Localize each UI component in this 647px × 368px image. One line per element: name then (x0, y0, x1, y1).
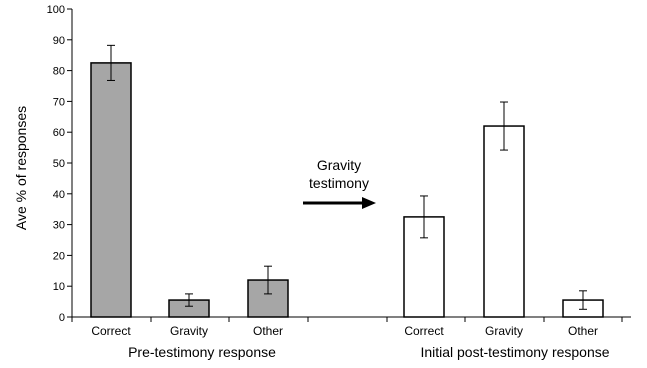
y-tick-label: 20 (53, 250, 65, 262)
y-tick-label: 70 (53, 96, 65, 108)
x-tick-label: Gravity (485, 324, 523, 338)
y-tick-label: 30 (53, 220, 65, 232)
y-tick-label: 50 (53, 158, 65, 170)
arrow-head-icon (362, 197, 376, 209)
y-tick-label: 90 (53, 35, 65, 47)
annotation-text: Gravity (317, 157, 361, 173)
x-tick-label: Correct (91, 324, 131, 338)
group-label: Pre-testimony response (128, 344, 276, 360)
y-tick-label: 60 (53, 127, 65, 139)
y-axis-ticks: 0 10 20 30 40 50 60 70 80 90 100 (47, 4, 72, 324)
y-tick-label: 10 (53, 281, 65, 293)
x-tick-label: Gravity (170, 324, 208, 338)
bar (90, 62, 132, 318)
bar (483, 125, 525, 318)
y-tick-label: 80 (53, 66, 65, 78)
testimony-annotation: Gravity testimony (303, 157, 376, 209)
y-axis-label: Ave % of responses (13, 106, 29, 230)
bars (90, 44, 604, 318)
x-tick-label: Other (253, 324, 283, 338)
x-axis-labels: Correct Gravity Other Pre-testimony respons… (91, 324, 609, 360)
group-label: Initial post-testimony response (420, 344, 609, 360)
x-tick-label: Correct (404, 324, 444, 338)
annotation-text: testimony (309, 175, 369, 191)
y-tick-label: 40 (53, 189, 65, 201)
y-tick-label: 0 (59, 312, 65, 324)
y-tick-label: 100 (47, 4, 65, 16)
x-tick-label: Other (568, 324, 598, 338)
